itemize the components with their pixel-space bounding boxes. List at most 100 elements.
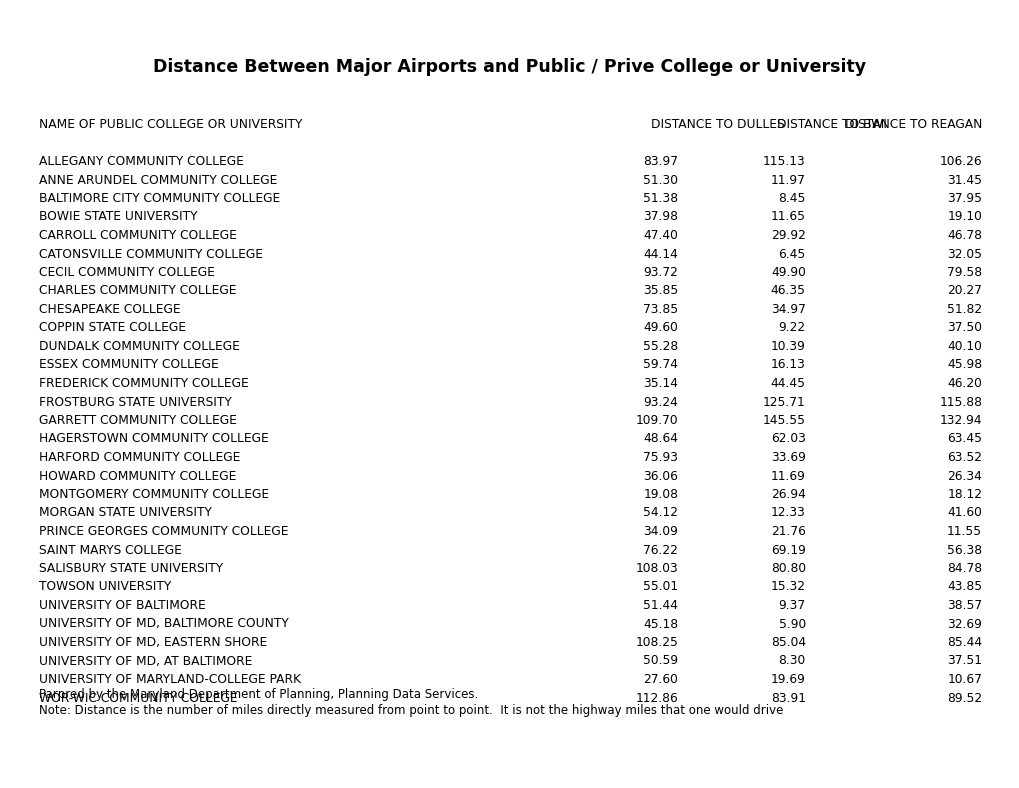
Text: 83.97: 83.97 <box>643 155 678 168</box>
Text: 10.39: 10.39 <box>770 340 805 353</box>
Text: UNIVERSITY OF MARYLAND-COLLEGE PARK: UNIVERSITY OF MARYLAND-COLLEGE PARK <box>39 673 301 686</box>
Text: 45.98: 45.98 <box>947 359 981 371</box>
Text: 32.69: 32.69 <box>947 618 981 630</box>
Text: UNIVERSITY OF BALTIMORE: UNIVERSITY OF BALTIMORE <box>39 599 205 612</box>
Text: HARFORD COMMUNITY COLLEGE: HARFORD COMMUNITY COLLEGE <box>39 451 239 464</box>
Text: 75.93: 75.93 <box>643 451 678 464</box>
Text: 33.69: 33.69 <box>770 451 805 464</box>
Text: TOWSON UNIVERSITY: TOWSON UNIVERSITY <box>39 581 171 593</box>
Text: 73.85: 73.85 <box>643 303 678 316</box>
Text: 8.30: 8.30 <box>777 655 805 667</box>
Text: 51.38: 51.38 <box>643 192 678 205</box>
Text: 106.26: 106.26 <box>938 155 981 168</box>
Text: 16.13: 16.13 <box>770 359 805 371</box>
Text: 69.19: 69.19 <box>770 544 805 556</box>
Text: 11.69: 11.69 <box>770 470 805 482</box>
Text: 85.44: 85.44 <box>947 636 981 649</box>
Text: 63.45: 63.45 <box>947 433 981 445</box>
Text: 34.09: 34.09 <box>643 525 678 538</box>
Text: 46.78: 46.78 <box>947 229 981 242</box>
Text: 59.74: 59.74 <box>643 359 678 371</box>
Text: 76.22: 76.22 <box>643 544 678 556</box>
Text: 83.91: 83.91 <box>770 692 805 704</box>
Text: 37.95: 37.95 <box>947 192 981 205</box>
Text: 31.45: 31.45 <box>947 173 981 187</box>
Text: 37.98: 37.98 <box>643 210 678 224</box>
Text: 20.27: 20.27 <box>947 284 981 298</box>
Text: UNIVERSITY OF MD, EASTERN SHORE: UNIVERSITY OF MD, EASTERN SHORE <box>39 636 267 649</box>
Text: 43.85: 43.85 <box>947 581 981 593</box>
Text: 34.97: 34.97 <box>770 303 805 316</box>
Text: 54.12: 54.12 <box>643 507 678 519</box>
Text: 56.38: 56.38 <box>947 544 981 556</box>
Text: 11.97: 11.97 <box>770 173 805 187</box>
Text: 46.35: 46.35 <box>770 284 805 298</box>
Text: 108.03: 108.03 <box>635 562 678 575</box>
Text: 45.18: 45.18 <box>643 618 678 630</box>
Text: 32.05: 32.05 <box>947 247 981 261</box>
Text: 46.20: 46.20 <box>947 377 981 390</box>
Text: ANNE ARUNDEL COMMUNITY COLLEGE: ANNE ARUNDEL COMMUNITY COLLEGE <box>39 173 277 187</box>
Text: 51.30: 51.30 <box>643 173 678 187</box>
Text: 12.33: 12.33 <box>770 507 805 519</box>
Text: 19.08: 19.08 <box>643 488 678 501</box>
Text: 115.13: 115.13 <box>762 155 805 168</box>
Text: CECIL COMMUNITY COLLEGE: CECIL COMMUNITY COLLEGE <box>39 266 214 279</box>
Text: 109.70: 109.70 <box>635 414 678 427</box>
Text: 44.45: 44.45 <box>770 377 805 390</box>
Text: 112.86: 112.86 <box>635 692 678 704</box>
Text: Parpred by the Maryland Department of Planning, Planning Data Services.: Parpred by the Maryland Department of Pl… <box>39 688 478 701</box>
Text: BALTIMORE CITY COMMUNITY COLLEGE: BALTIMORE CITY COMMUNITY COLLEGE <box>39 192 280 205</box>
Text: 85.04: 85.04 <box>770 636 805 649</box>
Text: 108.25: 108.25 <box>635 636 678 649</box>
Text: 29.92: 29.92 <box>770 229 805 242</box>
Text: 47.40: 47.40 <box>643 229 678 242</box>
Text: 93.24: 93.24 <box>643 396 678 408</box>
Text: 50.59: 50.59 <box>643 655 678 667</box>
Text: 11.55: 11.55 <box>947 525 981 538</box>
Text: HOWARD COMMUNITY COLLEGE: HOWARD COMMUNITY COLLEGE <box>39 470 236 482</box>
Text: 19.69: 19.69 <box>770 673 805 686</box>
Text: 37.51: 37.51 <box>947 655 981 667</box>
Text: 35.14: 35.14 <box>643 377 678 390</box>
Text: NAME OF PUBLIC COLLEGE OR UNIVERSITY: NAME OF PUBLIC COLLEGE OR UNIVERSITY <box>39 118 302 131</box>
Text: 84.78: 84.78 <box>947 562 981 575</box>
Text: 18.12: 18.12 <box>947 488 981 501</box>
Text: 51.82: 51.82 <box>947 303 981 316</box>
Text: 8.45: 8.45 <box>777 192 805 205</box>
Text: 79.58: 79.58 <box>947 266 981 279</box>
Text: 115.88: 115.88 <box>938 396 981 408</box>
Text: COPPIN STATE COLLEGE: COPPIN STATE COLLEGE <box>39 322 185 334</box>
Text: 21.76: 21.76 <box>770 525 805 538</box>
Text: 11.65: 11.65 <box>770 210 805 224</box>
Text: 38.57: 38.57 <box>947 599 981 612</box>
Text: CARROLL COMMUNITY COLLEGE: CARROLL COMMUNITY COLLEGE <box>39 229 236 242</box>
Text: 55.28: 55.28 <box>642 340 678 353</box>
Text: 44.14: 44.14 <box>643 247 678 261</box>
Text: SAINT MARYS COLLEGE: SAINT MARYS COLLEGE <box>39 544 181 556</box>
Text: 27.60: 27.60 <box>643 673 678 686</box>
Text: DISTANCE TO DULLES: DISTANCE TO DULLES <box>650 118 784 131</box>
Text: UNIVERSITY OF MD, BALTIMORE COUNTY: UNIVERSITY OF MD, BALTIMORE COUNTY <box>39 618 288 630</box>
Text: ALLEGANY COMMUNITY COLLEGE: ALLEGANY COMMUNITY COLLEGE <box>39 155 244 168</box>
Text: 10.67: 10.67 <box>947 673 981 686</box>
Text: 26.34: 26.34 <box>947 470 981 482</box>
Text: Note: Distance is the number of miles directly measured from point to point.  It: Note: Distance is the number of miles di… <box>39 704 783 717</box>
Text: 26.94: 26.94 <box>770 488 805 501</box>
Text: 40.10: 40.10 <box>947 340 981 353</box>
Text: 37.50: 37.50 <box>947 322 981 334</box>
Text: GARRETT COMMUNITY COLLEGE: GARRETT COMMUNITY COLLEGE <box>39 414 236 427</box>
Text: 145.55: 145.55 <box>762 414 805 427</box>
Text: 9.37: 9.37 <box>777 599 805 612</box>
Text: 35.85: 35.85 <box>642 284 678 298</box>
Text: 49.60: 49.60 <box>643 322 678 334</box>
Text: CHESAPEAKE COLLEGE: CHESAPEAKE COLLEGE <box>39 303 180 316</box>
Text: MORGAN STATE UNIVERSITY: MORGAN STATE UNIVERSITY <box>39 507 211 519</box>
Text: Distance Between Major Airports and Public / Prive College or University: Distance Between Major Airports and Publ… <box>153 58 866 76</box>
Text: DISTANCE TO BWI: DISTANCE TO BWI <box>776 118 887 131</box>
Text: 41.60: 41.60 <box>947 507 981 519</box>
Text: HAGERSTOWN COMMUNITY COLLEGE: HAGERSTOWN COMMUNITY COLLEGE <box>39 433 268 445</box>
Text: CATONSVILLE COMMUNITY COLLEGE: CATONSVILLE COMMUNITY COLLEGE <box>39 247 263 261</box>
Text: 55.01: 55.01 <box>643 581 678 593</box>
Text: 62.03: 62.03 <box>770 433 805 445</box>
